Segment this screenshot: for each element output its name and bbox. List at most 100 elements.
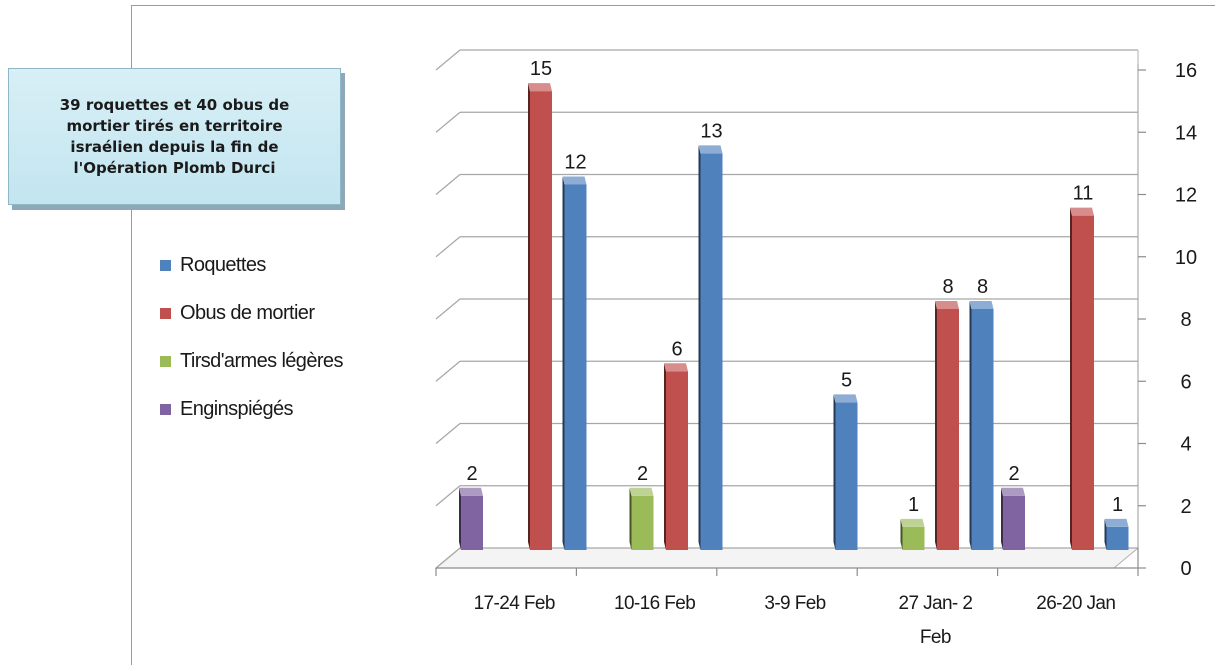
data-label: 2	[1008, 463, 1019, 485]
bar-front	[631, 495, 654, 550]
bar-top	[1070, 207, 1094, 216]
x-tick-label: 3-9 Feb	[764, 593, 825, 614]
gridline-depth	[435, 236, 461, 258]
x-tick-label-line: 26-20 Jan	[1036, 593, 1115, 614]
gridline-depth	[435, 174, 461, 195]
y-tick-label: 8	[1180, 309, 1191, 331]
bar	[1001, 487, 1025, 550]
y-tick-label: 0	[1180, 558, 1191, 580]
x-tick-label-line: 3-9 Feb	[764, 593, 825, 614]
bar-front	[700, 153, 723, 550]
bar-side	[562, 176, 565, 550]
bar	[900, 518, 925, 550]
legend-swatch-tirs-armes-legeres	[160, 355, 171, 367]
legend-item-engins-pieges: Enginspiégés	[160, 397, 343, 421]
legend-swatch-roquettes	[160, 259, 171, 271]
bar-front	[564, 184, 587, 550]
y-tick-label: 2	[1180, 496, 1191, 518]
bar-front	[1106, 526, 1129, 550]
bar	[664, 363, 688, 550]
bar-front	[835, 402, 858, 550]
bar	[1070, 207, 1094, 550]
bar-top	[698, 145, 723, 154]
legend-label-tirs-armes-legeres: Tirsd'armes légères	[180, 349, 343, 372]
bar-top	[935, 301, 959, 309]
gridline-depth	[435, 111, 461, 133]
chart-frame	[131, 5, 1215, 665]
gridline-depth	[435, 360, 461, 382]
bar-top	[459, 487, 483, 496]
legend-label-obus-de-mortier: Obus de mortier	[180, 301, 315, 324]
x-tick-label: 10-16 Feb	[614, 593, 695, 614]
gridline-depth	[435, 298, 461, 320]
bar-front	[971, 309, 994, 550]
bar-top	[562, 176, 587, 185]
bar	[833, 394, 858, 550]
bar	[459, 487, 483, 550]
callout-box: 39 roquettes et 40 obus de mortier tirés…	[8, 68, 341, 205]
data-label: 1	[908, 494, 919, 516]
y-tick-label: 6	[1180, 371, 1191, 393]
bar-side	[1104, 518, 1107, 550]
data-label: 2	[637, 463, 648, 485]
x-tick-label-line: 27 Jan- 2	[898, 593, 972, 614]
data-label: 1	[1112, 494, 1123, 516]
bar-side	[1001, 487, 1003, 550]
bar-front	[902, 526, 925, 550]
bar-front	[1072, 215, 1094, 550]
y-tick-label: 16	[1175, 60, 1197, 82]
bar-top	[1001, 487, 1025, 496]
bar-side	[528, 83, 530, 550]
bar	[528, 83, 552, 550]
data-label: 2	[466, 463, 477, 485]
data-label: 5	[841, 369, 852, 391]
bar-side	[969, 301, 972, 550]
bars	[459, 83, 1129, 550]
bar-side	[1070, 207, 1072, 550]
bar-top	[900, 518, 925, 527]
data-label: 8	[942, 276, 953, 298]
legend-label-engins-pieges: Enginspiégés	[180, 397, 293, 420]
gridline-depth	[435, 49, 461, 71]
legend-item-tirs-armes-legeres: Tirsd'armes légères	[160, 349, 343, 373]
bar-top	[629, 487, 654, 496]
bar-side	[900, 518, 903, 550]
y-tick-label: 14	[1175, 122, 1197, 144]
bar	[629, 487, 654, 550]
bar-top	[664, 363, 688, 372]
bar	[562, 176, 587, 550]
bar-top	[1104, 518, 1129, 527]
legend-item-obus-de-mortier: Obus de mortier	[160, 301, 343, 325]
bar-front	[937, 309, 959, 550]
gridline-depth	[435, 547, 461, 569]
bar	[935, 301, 959, 550]
bar	[1104, 518, 1129, 550]
bar-top	[969, 301, 994, 309]
data-label: 13	[700, 120, 722, 142]
x-tick-label-line: 17-24 Feb	[474, 593, 555, 614]
legend-label-roquettes: Roquettes	[180, 253, 266, 276]
data-label: 12	[564, 152, 586, 174]
gridline-depth	[435, 423, 461, 444]
x-tick-label-line: 10-16 Feb	[614, 593, 695, 614]
bar-front	[530, 91, 552, 550]
bar	[969, 301, 994, 550]
legend-swatch-obus-de-mortier	[160, 307, 171, 319]
y-tick-label: 4	[1180, 434, 1191, 456]
chart-floor	[434, 547, 1140, 569]
x-tick-label: 27 Jan- 2 Feb	[898, 593, 972, 648]
data-label: 11	[1073, 183, 1094, 205]
callout-text: 39 roquettes et 40 obus de mortier tirés…	[59, 95, 290, 177]
x-tick-label: 17-24 Feb	[474, 593, 555, 614]
data-label: 6	[671, 338, 682, 360]
chart-legend: Roquettes Obus de mortier Tirsd'armes lé…	[160, 253, 343, 445]
bar-top	[528, 83, 552, 92]
bar-side	[935, 301, 937, 550]
bar-front	[1003, 495, 1025, 550]
bar-front	[461, 495, 483, 550]
bar-top	[833, 394, 858, 403]
x-tick-label: 26-20 Jan	[1036, 593, 1115, 614]
bar-side	[833, 394, 836, 550]
